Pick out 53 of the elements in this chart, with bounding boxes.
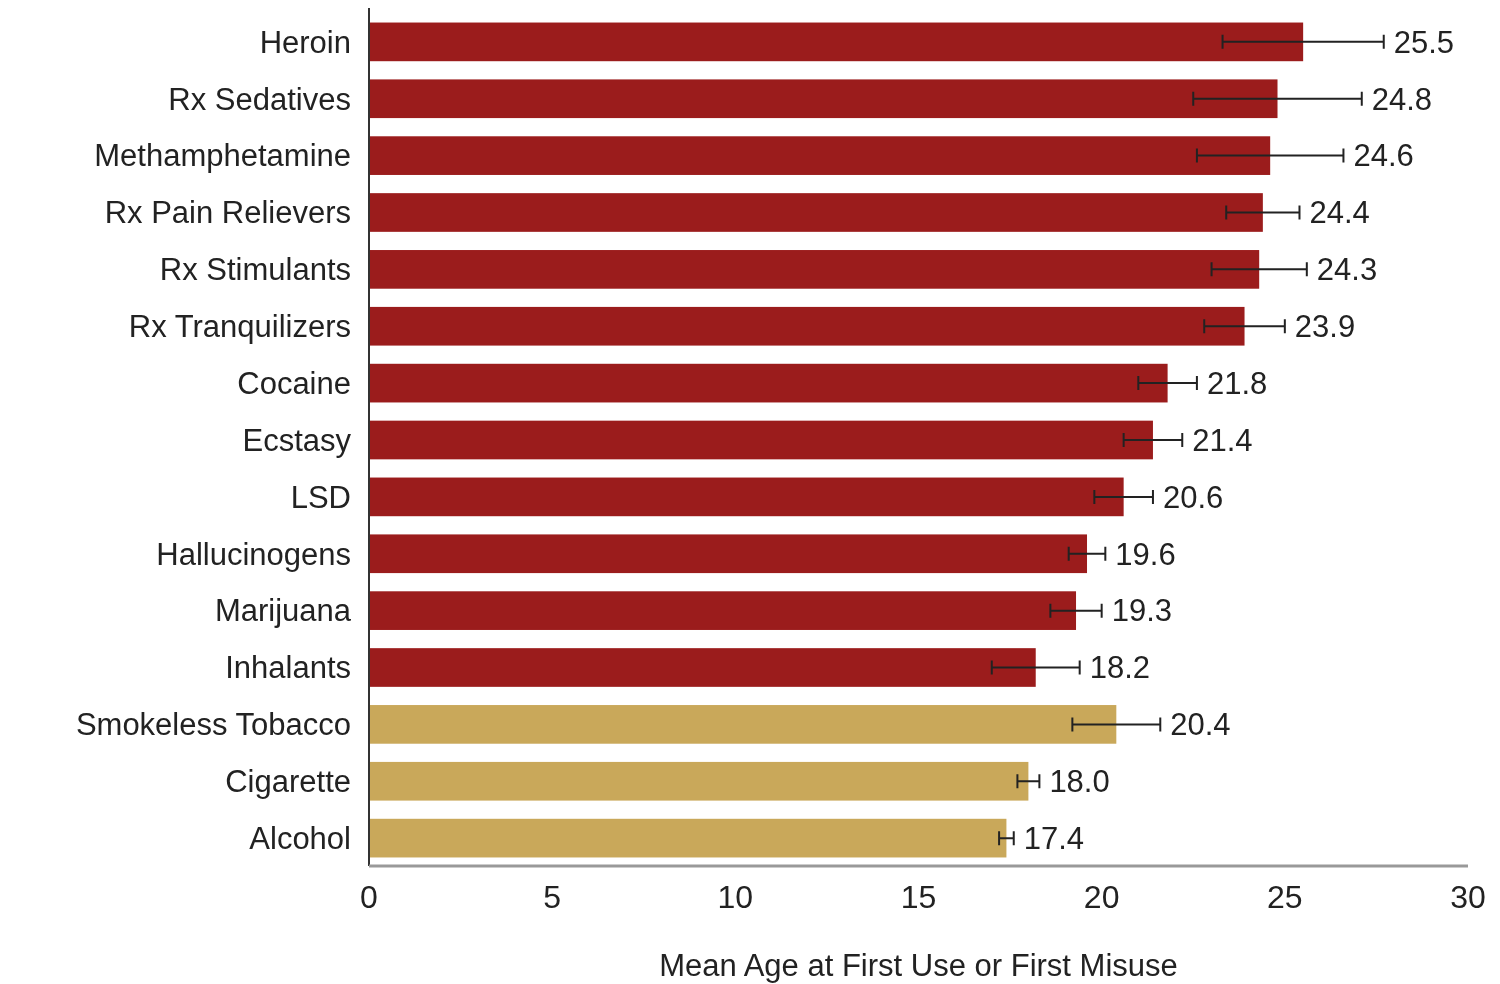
data-label: 20.4 — [1170, 707, 1231, 743]
data-label: 18.2 — [1089, 650, 1151, 686]
bar — [369, 818, 1007, 858]
x-tick-label: 10 — [717, 879, 754, 915]
bar — [369, 761, 1029, 801]
data-label: 24.4 — [1309, 195, 1370, 231]
y-tick-label: Rx Stimulants — [159, 252, 351, 288]
x-tick-label: 30 — [1450, 879, 1486, 915]
y-tick-label: Rx Sedatives — [168, 81, 351, 117]
data-label: 24.3 — [1316, 252, 1378, 288]
bar — [369, 136, 1271, 175]
data-label: 23.9 — [1294, 309, 1356, 345]
x-tick-label: 15 — [900, 879, 937, 915]
bar — [369, 648, 1036, 687]
data-label: 21.8 — [1206, 365, 1268, 401]
data-label: 24.6 — [1353, 138, 1414, 174]
y-tick-label: Inhalants — [225, 650, 351, 686]
bar — [369, 477, 1124, 517]
y-tick-label: Rx Tranquilizers — [128, 309, 351, 345]
y-tick-label: Alcohol — [249, 820, 351, 856]
bar — [369, 79, 1278, 119]
x-tick-label: 0 — [360, 879, 378, 915]
y-tick-label: Cigarette — [225, 764, 351, 800]
bar — [369, 306, 1245, 346]
bar — [369, 534, 1088, 574]
x-tick-label: 25 — [1267, 879, 1303, 915]
y-tick-label: Methamphetamine — [94, 138, 351, 174]
bar — [369, 193, 1263, 232]
bar — [369, 705, 1117, 744]
y-tick-label: Hallucinogens — [156, 536, 351, 572]
bar — [369, 591, 1077, 630]
y-tick-label: Ecstasy — [242, 422, 352, 458]
x-tick-label: 5 — [543, 879, 562, 915]
x-tick-label: 20 — [1083, 879, 1120, 915]
y-tick-label: Heroin — [259, 24, 351, 60]
bar — [369, 250, 1260, 289]
data-label: 25.5 — [1393, 24, 1455, 60]
y-tick-label: Cocaine — [237, 365, 351, 401]
bar — [369, 420, 1153, 460]
data-label: 24.8 — [1371, 81, 1433, 117]
data-label: 20.6 — [1162, 479, 1224, 515]
y-tick-label: LSD — [290, 479, 351, 515]
x-axis-title: Mean Age at First Use or First Misuse — [659, 948, 1178, 983]
y-tick-label: Marijuana — [214, 593, 352, 629]
y-tick-label: Smokeless Tobacco — [75, 707, 351, 743]
data-label: 21.4 — [1192, 422, 1253, 458]
bar — [369, 363, 1168, 403]
y-tick-label: Rx Pain Relievers — [104, 195, 351, 231]
data-label: 19.3 — [1111, 593, 1173, 629]
data-label: 17.4 — [1023, 820, 1085, 856]
bar — [369, 22, 1304, 62]
data-label: 19.6 — [1115, 536, 1176, 572]
data-label: 18.0 — [1049, 764, 1110, 800]
